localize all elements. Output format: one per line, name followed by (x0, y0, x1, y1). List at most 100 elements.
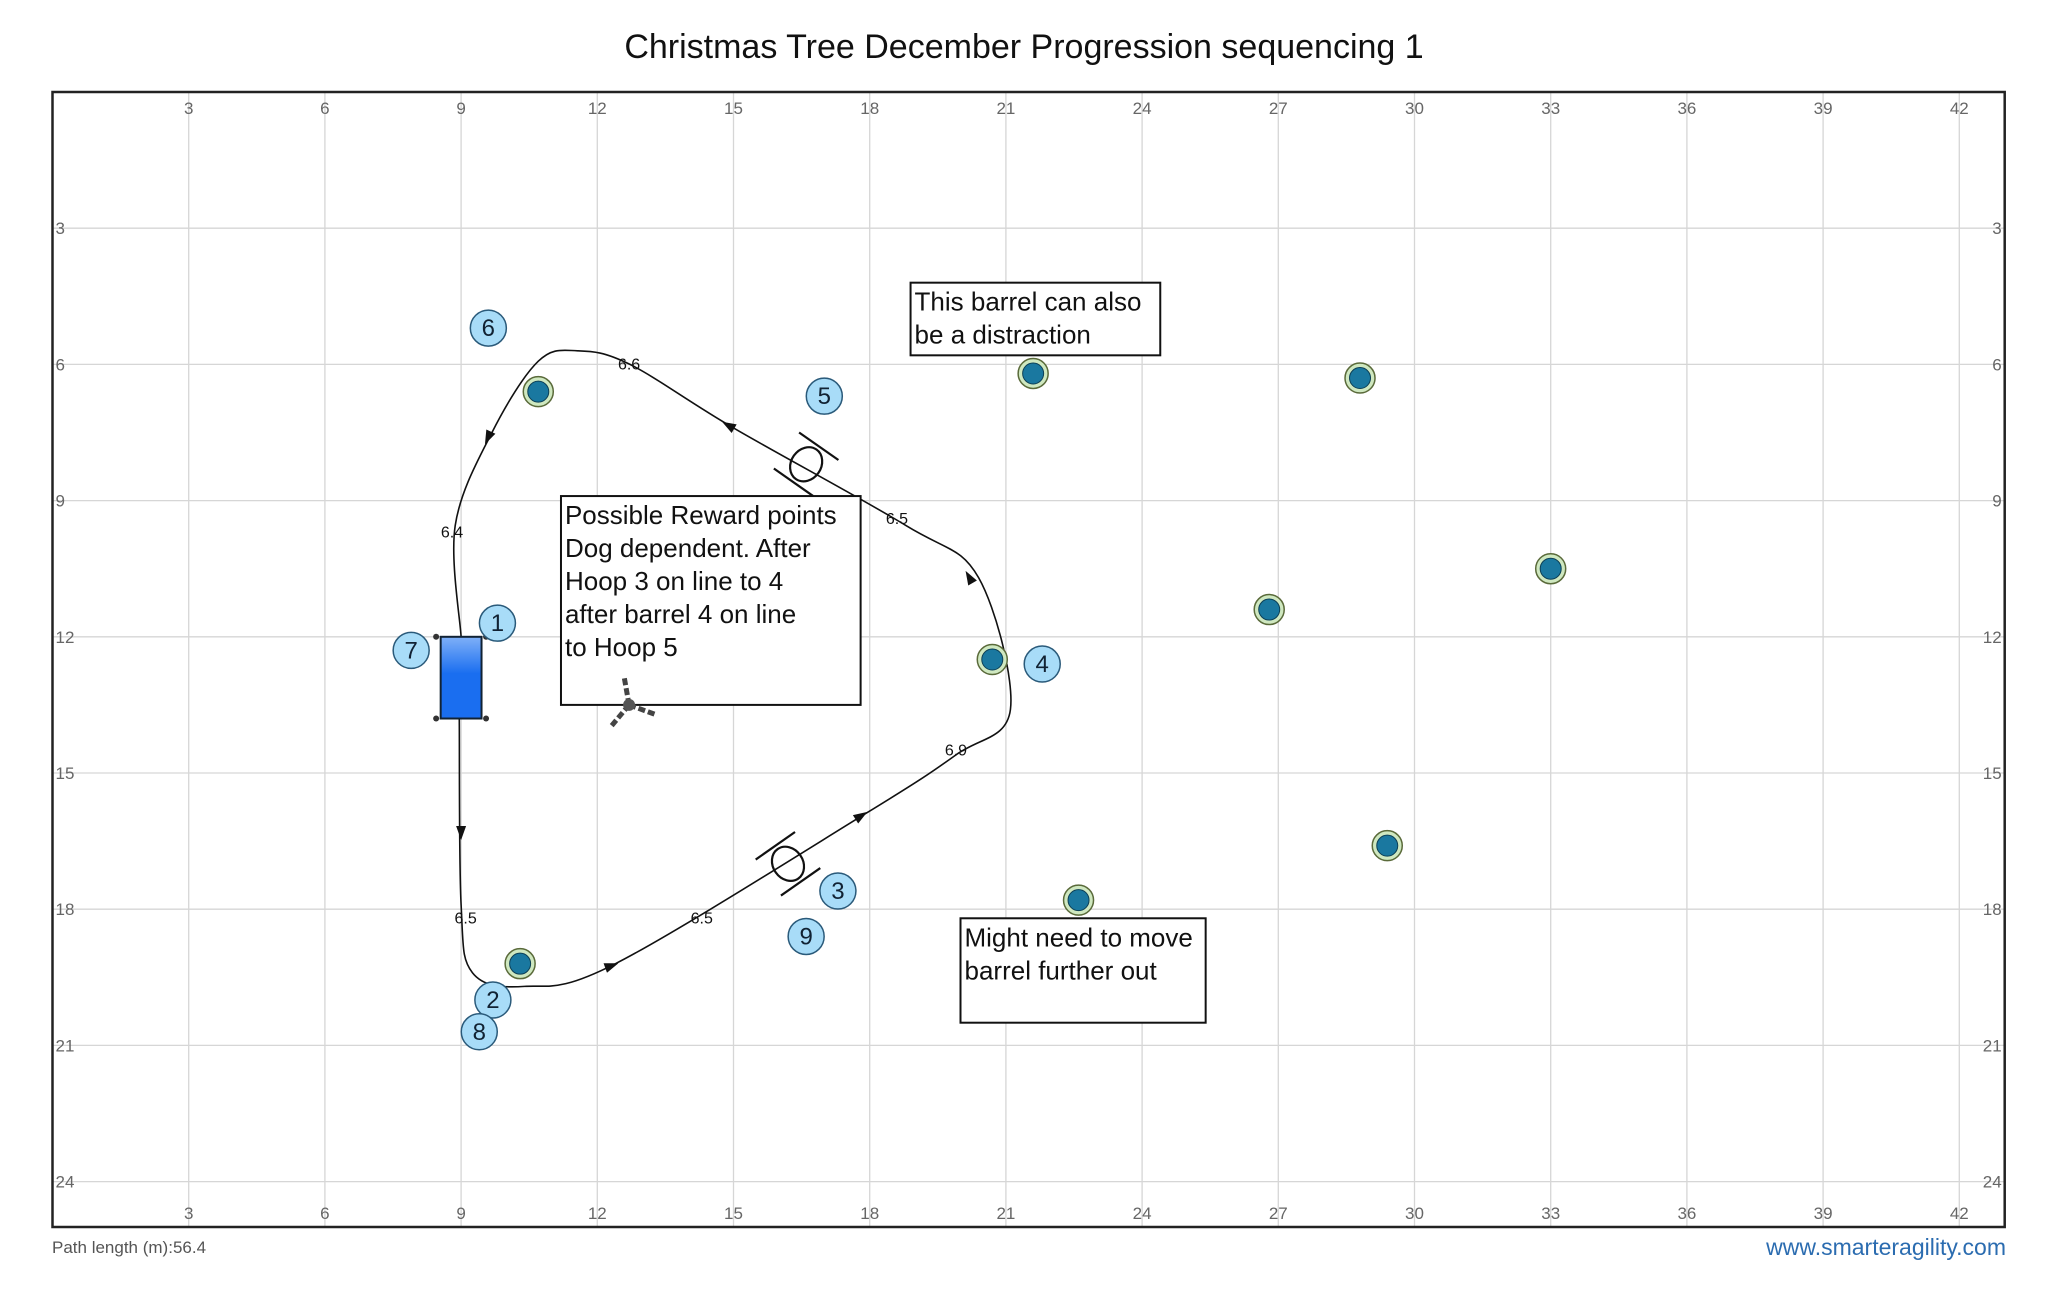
table-corner-dot (433, 715, 440, 722)
barrel-icon (504, 947, 536, 980)
x-tick-label-top: 6 (320, 99, 329, 118)
x-tick-label-bottom: 12 (588, 1204, 607, 1223)
path-arrow-icon (965, 570, 977, 586)
barrel-icon (1534, 552, 1567, 585)
barrel-center (509, 952, 532, 975)
y-tick-label-left: 6 (56, 355, 65, 374)
sequence-number-9: 9 (787, 917, 825, 956)
sequence-number-8: 8 (460, 1013, 499, 1051)
barrel-center (981, 648, 1004, 671)
path-arrow-icon (456, 826, 467, 841)
annotation-box: Might need to move barrel further out (959, 917, 1207, 1024)
x-tick-label-bottom: 36 (1677, 1204, 1696, 1223)
hoop-ring (788, 446, 824, 483)
hoop-leg (755, 831, 796, 861)
field-border (51, 90, 2006, 1229)
sequence-number-circle (1023, 645, 1061, 683)
x-tick-label-top: 33 (1541, 99, 1560, 118)
table-obstacle (439, 635, 483, 720)
sequence-number-circle (460, 1013, 499, 1051)
table-corner-dot (433, 633, 440, 640)
barrel-icon (1344, 362, 1376, 394)
annotation-border (559, 495, 862, 706)
x-tick-label-top: 15 (724, 99, 743, 118)
sequence-number-label: 6 (482, 315, 495, 342)
sequence-number-label: 3 (831, 878, 844, 905)
y-tick-label-left: 3 (56, 219, 65, 238)
y-tick-label-right: 12 (1983, 628, 2002, 647)
barrel-center (1022, 362, 1045, 385)
barrel-icon (1371, 829, 1404, 862)
x-tick-label-top: 24 (1133, 99, 1152, 118)
sequence-number-2: 2 (474, 981, 512, 1019)
x-tick-label-bottom: 27 (1269, 1204, 1288, 1223)
y-tick-label-left: 24 (56, 1173, 75, 1192)
website-link[interactable]: www.smarteragility.com (1766, 1234, 2006, 1260)
y-tick-label-right: 6 (1992, 355, 2001, 374)
path-segment-label: 6.4 (441, 524, 463, 541)
y-tick-label-right: 18 (1983, 900, 2002, 919)
annotation-border (959, 917, 1207, 1024)
y-tick-label-right: 9 (1992, 492, 2001, 511)
path-length: Path length (m):56.4 (52, 1238, 207, 1257)
x-tick-label-bottom: 18 (860, 1204, 879, 1223)
course-title: Christmas Tree December Progression sequ… (624, 28, 1424, 66)
y-tick-label-left: 18 (56, 900, 75, 919)
path-segment-label: 6.5 (455, 910, 477, 927)
y-tick-label-left: 15 (56, 764, 75, 783)
x-tick-label-top: 21 (996, 99, 1015, 118)
barrel-center (1376, 834, 1399, 857)
x-tick-label-bottom: 15 (724, 1204, 743, 1223)
hoop-leg (773, 467, 814, 497)
x-tick-label-top: 27 (1269, 99, 1288, 118)
sequence-number-6: 6 (469, 309, 508, 347)
handler-center (623, 698, 636, 711)
sequence-number-7: 7 (392, 631, 430, 670)
x-tick-label-top: 9 (456, 99, 465, 118)
sequence-number-3: 3 (819, 872, 857, 910)
path-segment-label: 6.5 (691, 910, 713, 927)
x-tick-label-bottom: 24 (1133, 1204, 1152, 1223)
y-tick-label-left: 12 (56, 628, 75, 647)
sequence-number-1: 1 (478, 604, 517, 642)
annotation-text: be a distraction (915, 320, 1091, 350)
barrel-center (1258, 598, 1281, 621)
hoop-leg (780, 867, 821, 897)
table-corner-dot (483, 715, 490, 722)
barrel-icon (1253, 593, 1285, 626)
path-segment-label: 6.9 (945, 742, 967, 759)
sequence-number-label: 5 (818, 383, 831, 410)
barrel-icon (1017, 357, 1049, 390)
handler-position-icon (607, 674, 659, 730)
x-tick-label-bottom: 3 (184, 1204, 193, 1223)
y-tick-label-right: 21 (1983, 1036, 2002, 1055)
y-tick-label-right: 3 (1992, 219, 2001, 238)
x-tick-label-top: 36 (1677, 99, 1696, 118)
sequence-number-label: 8 (473, 1019, 486, 1046)
barrel-center (1349, 367, 1372, 390)
x-tick-label-top: 30 (1405, 99, 1424, 118)
barrel-center (527, 380, 550, 403)
path-arrow-icon (852, 811, 868, 824)
annotation-text: Might need to move (965, 922, 1193, 952)
x-tick-label-top: 18 (860, 99, 879, 118)
path-arrow-icon (484, 429, 496, 445)
barrel-icon (976, 643, 1009, 676)
y-tick-label-left: 9 (56, 492, 65, 511)
x-tick-label-top: 42 (1950, 99, 1969, 118)
sequence-number-label: 1 (491, 610, 504, 637)
x-tick-label-bottom: 30 (1405, 1204, 1424, 1223)
hoop-leg (798, 431, 840, 461)
sequence-number-label: 9 (799, 923, 812, 950)
path-arrow-icon (603, 963, 619, 973)
x-tick-label-bottom: 9 (456, 1204, 465, 1223)
sequence-number-circle (805, 377, 844, 415)
sequence-number-label: 2 (486, 987, 499, 1014)
sequence-number-circle (478, 604, 517, 642)
y-tick-label-right: 24 (1983, 1173, 2002, 1192)
path-segment-label: 6.6 (618, 356, 640, 373)
sequence-number-circle (469, 309, 508, 347)
